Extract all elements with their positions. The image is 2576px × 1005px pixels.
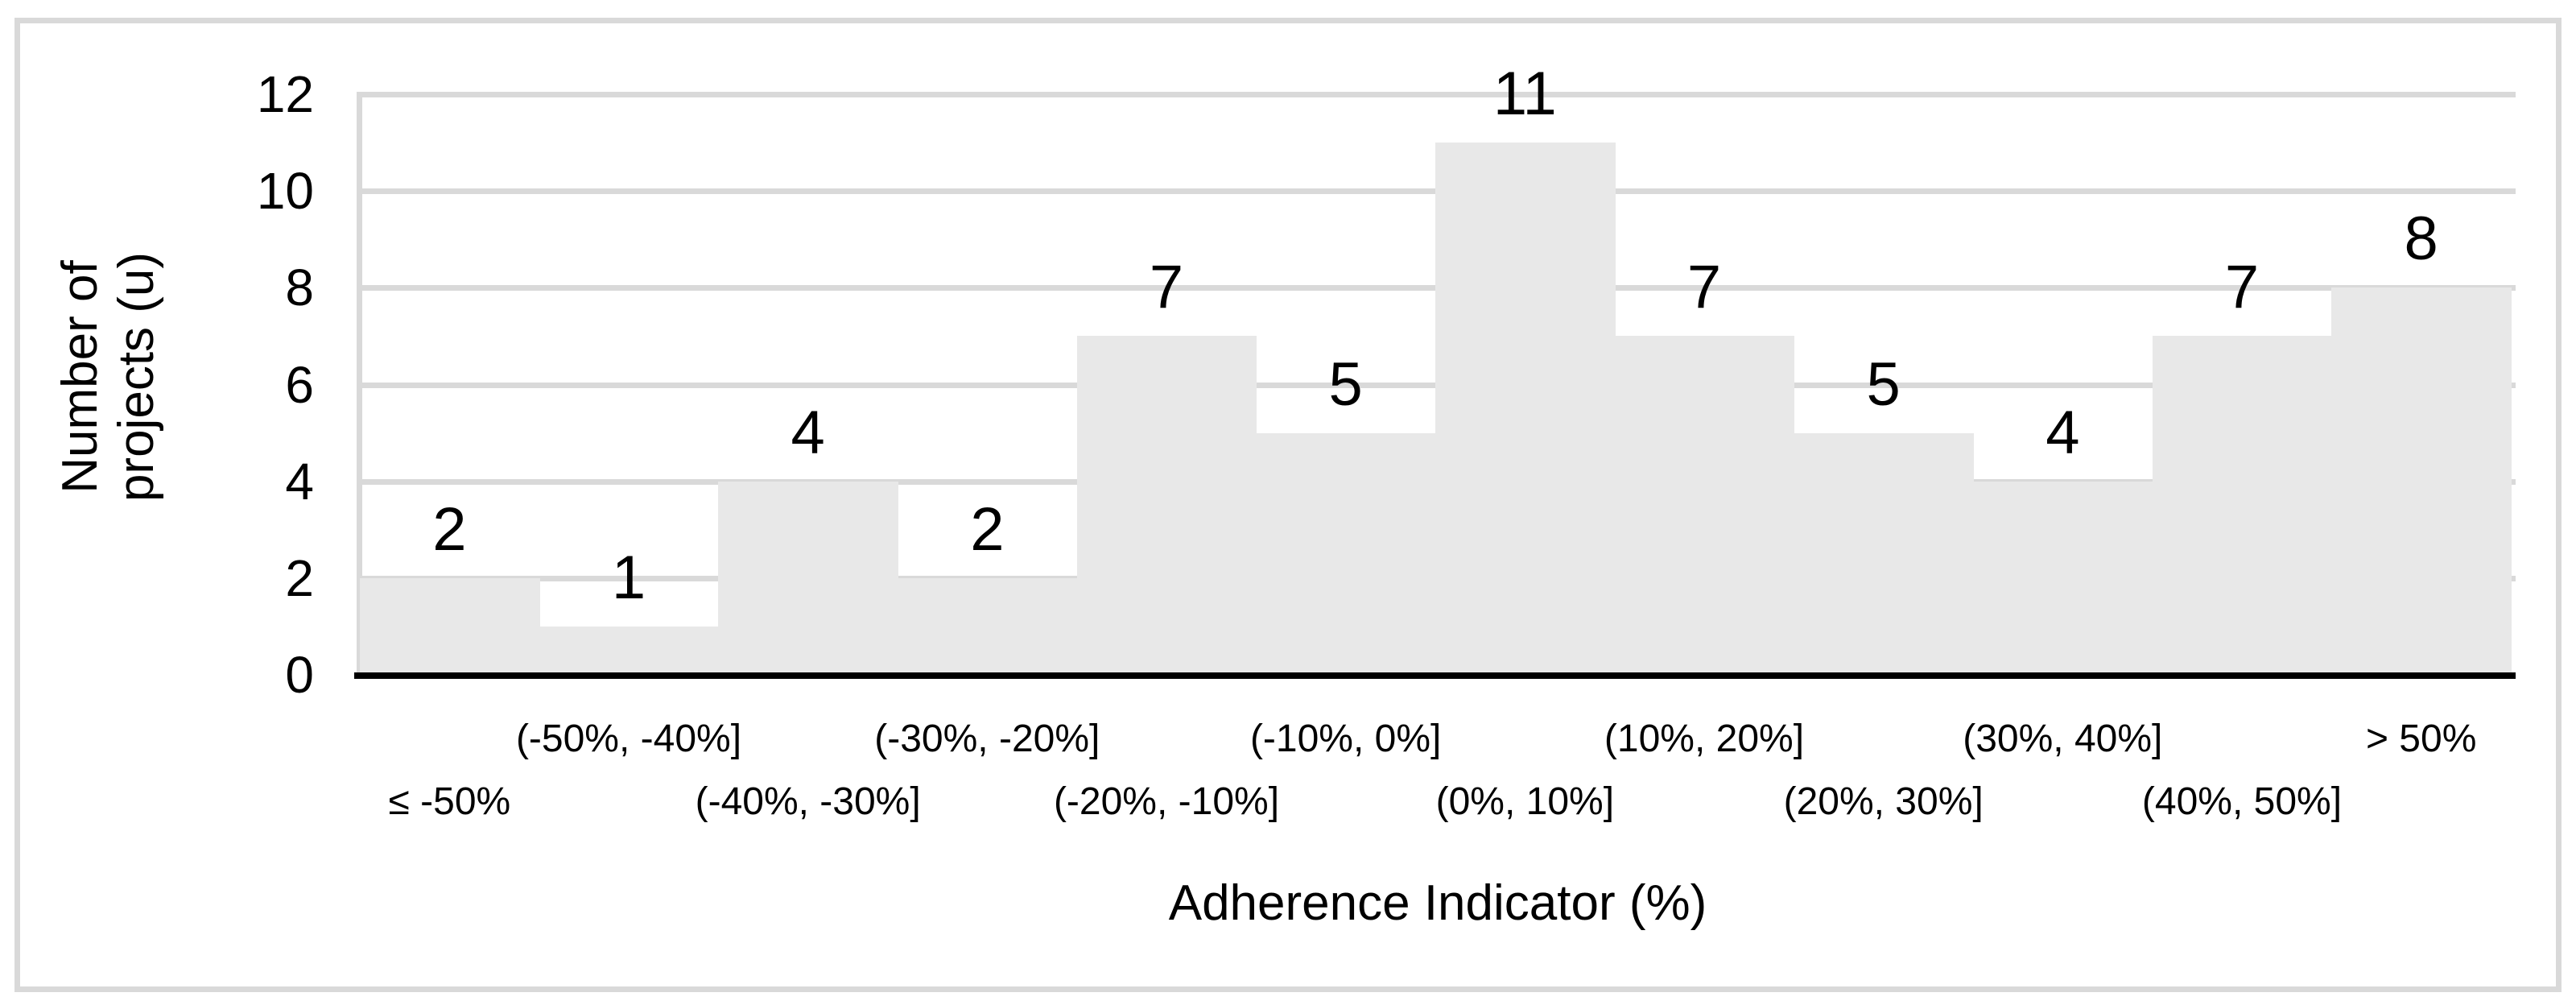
x-axis-line — [354, 672, 2516, 679]
bar-value-label: 11 — [1492, 60, 1557, 129]
bar — [1076, 336, 1257, 675]
bar — [1256, 432, 1436, 675]
bar-value-label: 7 — [1686, 253, 1722, 322]
bar — [539, 626, 720, 675]
bar-value-label: 1 — [611, 543, 646, 612]
gridline — [357, 92, 2516, 97]
x-tick-label: ≤ -50% — [388, 780, 511, 823]
x-tick-label: (40%, 50%] — [2141, 780, 2343, 823]
bar — [1973, 481, 2153, 675]
x-tick-label: (10%, 20%] — [1604, 718, 1805, 760]
y-tick-label: 8 — [285, 258, 314, 317]
bar — [1435, 143, 1616, 675]
bar — [1794, 432, 1974, 675]
y-tick-label: 10 — [256, 162, 314, 221]
x-tick-label: (-10%, 0%] — [1249, 718, 1442, 760]
y-axis-title-line1: Number of — [52, 260, 108, 494]
x-axis-title: Adherence Indicator (%) — [1168, 875, 1707, 931]
bar — [2331, 287, 2512, 675]
bar — [718, 481, 898, 675]
x-tick-label: (-40%, -30%] — [695, 780, 921, 823]
y-tick-label: 12 — [256, 65, 314, 123]
bar — [898, 577, 1078, 675]
bar-value-label: 8 — [2404, 205, 2438, 274]
bar-value-label: 4 — [791, 398, 825, 467]
bar-value-label: 5 — [1328, 349, 1363, 419]
bar — [2152, 336, 2333, 675]
y-tick-label: 4 — [285, 452, 314, 511]
x-tick-label: (-20%, -10%] — [1053, 780, 1280, 823]
x-tick-label: (-30%, -20%] — [874, 718, 1100, 760]
bar-value-label: 5 — [1866, 349, 1901, 419]
y-tick-label: 2 — [285, 548, 314, 607]
bar — [360, 577, 540, 675]
bar-value-label: 2 — [432, 494, 467, 564]
x-tick-label: (30%, 40%] — [1963, 718, 2163, 760]
bar-value-label: 7 — [1149, 253, 1184, 322]
bar-value-label: 2 — [970, 494, 1005, 564]
chart-border — [14, 18, 2562, 992]
bar — [1614, 336, 1795, 675]
y-tick-label: 0 — [285, 646, 314, 704]
y-tick-label: 6 — [285, 355, 314, 414]
y-axis-line — [357, 92, 362, 675]
x-tick-label: (0%, 10%] — [1435, 780, 1615, 823]
bar-value-label: 7 — [2224, 253, 2260, 322]
x-tick-label: > 50% — [2365, 718, 2477, 760]
x-tick-label: (20%, 30%] — [1783, 780, 1984, 823]
bar-value-label: 4 — [2046, 398, 2080, 467]
x-tick-label: (-50%, -40%] — [515, 718, 742, 760]
